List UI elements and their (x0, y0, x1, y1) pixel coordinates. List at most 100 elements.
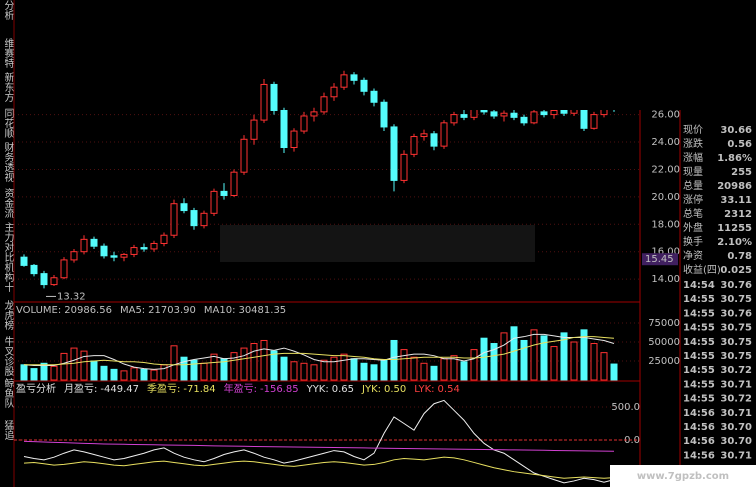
volume-bar (310, 364, 318, 381)
volume-bar (50, 365, 58, 381)
volume-bar (480, 337, 488, 381)
tick-time: 14:56 (683, 436, 715, 447)
side-tab[interactable]: 资金流 (2, 188, 13, 218)
side-tab[interactable]: 猛追 (2, 420, 13, 440)
volume-bar (300, 362, 308, 381)
volume-bar (270, 350, 278, 381)
side-tab[interactable]: 龙虎榜 (2, 300, 13, 330)
tick-time: 14:55 (683, 294, 715, 305)
legend-value: -71.84 (183, 384, 215, 395)
volume-bar (230, 352, 238, 381)
volume-bar (570, 341, 578, 381)
side-tab[interactable]: 鲸鱼队 (2, 378, 13, 408)
candle-body (290, 130, 298, 149)
side-tab[interactable]: 新东方 (2, 72, 13, 102)
last-price: 15.45 (645, 254, 674, 265)
legend-value: 20986.56 (64, 305, 112, 316)
candle-body (30, 264, 38, 275)
candle-body (470, 108, 478, 118)
candle-body (200, 212, 208, 227)
side-tab[interactable]: 分析 (2, 0, 13, 20)
quote-value: 1.86% (717, 153, 752, 164)
side-tab[interactable]: 同花顺 (2, 108, 13, 138)
candle-body (590, 114, 598, 129)
side-tab[interactable]: 维赛特 (2, 38, 13, 68)
quote-label: 现价 (683, 124, 703, 136)
quote-value: 20986 (717, 181, 752, 192)
volume-bar (610, 363, 618, 381)
candle-body (450, 114, 458, 124)
candle-body (100, 245, 108, 257)
volume-bar (340, 353, 348, 381)
watermark-box (610, 465, 756, 487)
volume-bar (80, 350, 88, 381)
candle-body (550, 109, 558, 116)
legend-label: MA10: (204, 305, 236, 316)
legend-label: LYK: (414, 384, 434, 395)
quote-label: 现量 (683, 166, 703, 178)
candle-body (50, 277, 58, 286)
volume-bar (70, 347, 78, 381)
legend-label: JYK: (361, 384, 381, 395)
side-tab[interactable]: 财务透视 (2, 142, 13, 182)
candle-body (390, 126, 398, 181)
tick-price: 30.70 (720, 436, 752, 447)
quote-value: 30.66 (720, 125, 752, 136)
quote-value: 11255 (717, 223, 752, 234)
volume-bar (490, 343, 498, 381)
tick-time: 14:55 (683, 308, 715, 319)
y-tick-label: 500.0 (611, 402, 640, 413)
tick-time: 14:55 (683, 394, 715, 405)
quote-value: 0.78 (727, 251, 752, 262)
tick-time: 14:55 (683, 351, 715, 362)
candle-body (230, 171, 238, 196)
y-tick-label: 75000 (648, 318, 680, 329)
volume-bar (290, 361, 298, 381)
tick-time: 14:56 (683, 422, 715, 433)
tick-price: 30.70 (720, 422, 752, 433)
volume-bar (320, 359, 328, 381)
volume-bar (380, 359, 388, 381)
side-tab[interactable]: 机构十 (2, 262, 13, 292)
overlay (426, 0, 756, 110)
volume-bar (520, 339, 528, 381)
side-tab[interactable]: 牛叉诊股 (2, 336, 13, 376)
candle-body (380, 101, 388, 128)
candle-body (440, 122, 448, 147)
tick-price: 30.76 (720, 280, 752, 291)
quote-label: 涨幅 (683, 151, 703, 164)
volume-bar (160, 364, 168, 381)
volume-bar (280, 356, 288, 381)
legend-value: 0.54 (438, 384, 460, 395)
tick-price: 30.75 (720, 294, 752, 305)
volume-bar (540, 335, 548, 381)
volume-bar (370, 364, 378, 381)
quote-value: 0.025 (720, 265, 752, 276)
legend-value: -449.47 (100, 384, 139, 395)
volume-bar (30, 368, 38, 381)
legend-value: 21703.90 (148, 305, 196, 316)
candle-body (530, 111, 538, 124)
tick-price: 30.75 (720, 351, 752, 362)
candle-body (20, 256, 28, 266)
y-tick-label: 50000 (648, 337, 680, 348)
candle-body (90, 238, 98, 247)
series-line (23, 399, 615, 484)
series-line (23, 456, 615, 479)
quote-label: 净资 (683, 249, 703, 262)
candle-body (360, 79, 368, 92)
quote-label: 涨跌 (683, 137, 703, 150)
quote-value: 0.56 (727, 139, 752, 150)
volume-bar (40, 362, 48, 381)
quote-value: 255 (731, 167, 752, 178)
tick-price: 30.71 (720, 408, 752, 419)
candle-body (170, 203, 178, 236)
side-tab[interactable]: 主力对比 (2, 222, 13, 262)
tick-price: 30.75 (720, 323, 752, 334)
tick-price: 30.75 (720, 337, 752, 348)
volume-bar (560, 332, 568, 381)
y-tick-label: 25000 (648, 356, 680, 367)
volume-bar (600, 352, 608, 381)
candle-body (330, 86, 338, 98)
